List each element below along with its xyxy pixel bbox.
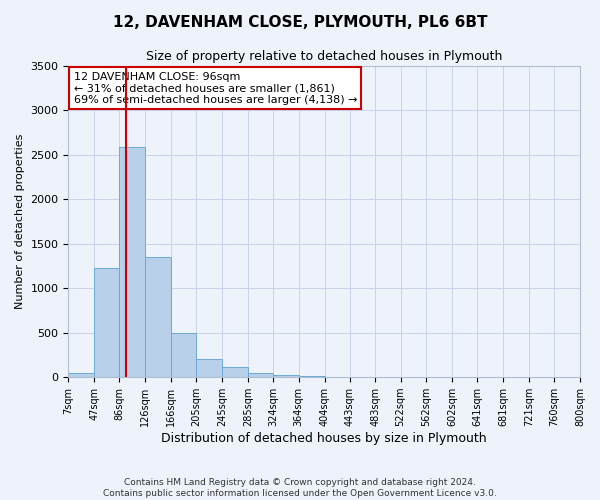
- Bar: [68, 373, 94, 377]
- Bar: [145, 257, 171, 377]
- Bar: [94, 268, 119, 377]
- Bar: [196, 360, 222, 377]
- Bar: [299, 376, 325, 377]
- Text: Contains HM Land Registry data © Crown copyright and database right 2024.
Contai: Contains HM Land Registry data © Crown c…: [103, 478, 497, 498]
- X-axis label: Distribution of detached houses by size in Plymouth: Distribution of detached houses by size …: [161, 432, 487, 445]
- Y-axis label: Number of detached properties: Number of detached properties: [15, 134, 25, 309]
- Text: 12 DAVENHAM CLOSE: 96sqm
← 31% of detached houses are smaller (1,861)
69% of sem: 12 DAVENHAM CLOSE: 96sqm ← 31% of detach…: [74, 72, 357, 105]
- Bar: [248, 373, 273, 377]
- Bar: [171, 332, 196, 377]
- Title: Size of property relative to detached houses in Plymouth: Size of property relative to detached ho…: [146, 50, 502, 63]
- Bar: [273, 376, 299, 377]
- Bar: [119, 146, 145, 377]
- Text: 12, DAVENHAM CLOSE, PLYMOUTH, PL6 6BT: 12, DAVENHAM CLOSE, PLYMOUTH, PL6 6BT: [113, 15, 487, 30]
- Bar: [222, 368, 248, 377]
